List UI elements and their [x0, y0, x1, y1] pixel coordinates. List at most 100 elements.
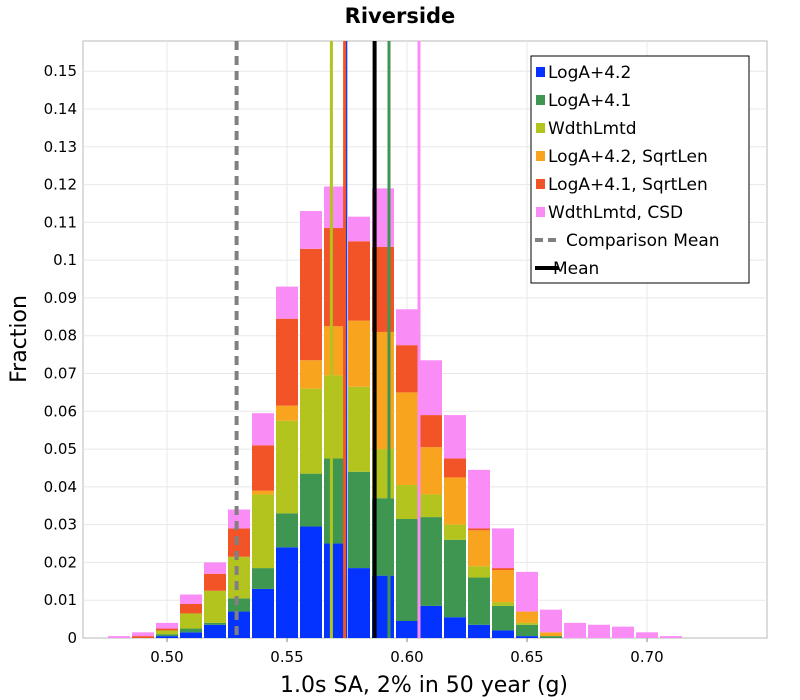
- bar-segment: [444, 524, 466, 540]
- bar-segment: [492, 569, 514, 603]
- bar-segment: [420, 360, 442, 416]
- bar-segment: [276, 286, 298, 319]
- legend: LogA+4.2 LogA+4.1 WdthLmtd LogA+4.2, SqrtLe…: [530, 55, 750, 284]
- bar-segment: [396, 484, 418, 519]
- bar-segment: [252, 445, 274, 491]
- legend-swatch: [536, 207, 545, 217]
- bar-segment: [180, 632, 202, 638]
- bar-segment: [204, 622, 226, 625]
- bar-segment: [228, 611, 250, 638]
- bar-segment: [252, 568, 274, 589]
- bar-segment: [420, 605, 442, 638]
- bar-segment: [540, 636, 562, 638]
- bar-segment: [348, 216, 370, 242]
- x-tick-label: 0.55: [270, 648, 303, 666]
- bar-segment: [588, 624, 610, 638]
- bar-segment: [156, 630, 178, 635]
- legend-label: LogA+4.2, SqrtLen: [548, 147, 708, 167]
- bar-segment: [348, 320, 370, 387]
- bar-segment: [252, 490, 274, 495]
- mean-lines: [234, 41, 421, 638]
- y-tick-label: 0: [67, 629, 77, 647]
- bar-segment: [180, 594, 202, 604]
- bar-segment: [132, 632, 154, 637]
- bar-segment: [468, 469, 490, 529]
- bar-segment: [204, 624, 226, 638]
- bar-segment: [228, 598, 250, 612]
- bar-segment: [252, 494, 274, 569]
- y-axis-label: Fraction: [7, 295, 32, 383]
- bar-segment: [516, 611, 538, 623]
- bar-segment: [516, 622, 538, 625]
- legend-label: LogA+4.1, SqrtLen: [548, 175, 708, 195]
- bar-segment: [228, 528, 250, 557]
- legend-label: Comparison Mean: [566, 231, 720, 251]
- bar-segment: [468, 530, 490, 567]
- bar-segment: [228, 509, 250, 529]
- y-tick-label: 0.08: [44, 327, 77, 345]
- bar-segment: [300, 248, 322, 361]
- legend-swatch: [536, 67, 545, 77]
- x-tick-label: 0.70: [630, 648, 663, 666]
- bar-segment: [156, 622, 178, 629]
- bar-segment: [300, 388, 322, 474]
- bar-segment: [468, 528, 490, 531]
- bar-segment: [540, 609, 562, 633]
- legend-swatch: [536, 151, 545, 161]
- bar-segment: [540, 632, 562, 637]
- legend-swatch: [536, 179, 545, 189]
- y-tick-label: 0.01: [44, 591, 77, 609]
- y-tick-label: 0.04: [44, 478, 77, 496]
- bar-segment: [180, 628, 202, 633]
- bar-segment: [444, 458, 466, 478]
- bar-segment: [300, 473, 322, 527]
- bar-segment: [468, 577, 490, 625]
- bar-segment: [300, 211, 322, 249]
- bar-segment: [468, 624, 490, 638]
- y-tick-label: 0.02: [44, 553, 77, 571]
- axis-ticks: 0 0.01 0.02 0.03 0.04 0.05 0.06 0.07 0.08 0.09 0.1…: [44, 62, 664, 666]
- x-tick-label: 0.65: [510, 648, 543, 666]
- x-axis-label: 1.0s SA, 2% in 50 year (g): [280, 673, 568, 698]
- legend-label: LogA+4.2: [548, 63, 631, 83]
- bar-segment: [228, 556, 250, 599]
- bar-segment: [276, 420, 298, 514]
- y-tick-label: 0.03: [44, 516, 77, 534]
- bar-segment: [516, 624, 538, 637]
- bar-segment: [444, 539, 466, 618]
- stacked-bars: [108, 186, 682, 638]
- legend-label: LogA+4.1: [548, 91, 631, 111]
- y-tick-label: 0.13: [44, 138, 77, 156]
- bar-segment: [516, 571, 538, 612]
- bar-segment: [324, 228, 346, 327]
- x-tick-label: 0.60: [390, 648, 423, 666]
- bar-segment: [276, 405, 298, 421]
- bar-segment: [324, 375, 346, 459]
- bar-segment: [204, 590, 226, 623]
- legend-swatch: [536, 95, 545, 105]
- bar-segment: [396, 345, 418, 393]
- bar-segment: [396, 309, 418, 346]
- bar-segment: [444, 415, 466, 459]
- x-tick-label: 0.50: [150, 648, 183, 666]
- chart-title: Riverside: [345, 4, 456, 28]
- bar-segment: [300, 360, 322, 389]
- bar-segment: [492, 528, 514, 569]
- bar-segment: [156, 628, 178, 631]
- bar-segment: [204, 573, 226, 591]
- y-tick-label: 0.06: [44, 402, 77, 420]
- y-tick-label: 0.05: [44, 440, 77, 458]
- legend-label: WdthLmtd: [548, 119, 637, 139]
- bar-segment: [204, 562, 226, 574]
- bar-segment: [180, 613, 202, 629]
- bar-segment: [492, 602, 514, 606]
- y-tick-label: 0.15: [44, 62, 77, 80]
- bar-segment: [180, 603, 202, 614]
- bar-segment: [492, 630, 514, 638]
- y-tick-label: 0.07: [44, 365, 77, 383]
- bar-segment: [300, 526, 322, 638]
- bar-segment: [564, 622, 586, 638]
- bar-segment: [444, 617, 466, 638]
- bar-segment: [252, 588, 274, 638]
